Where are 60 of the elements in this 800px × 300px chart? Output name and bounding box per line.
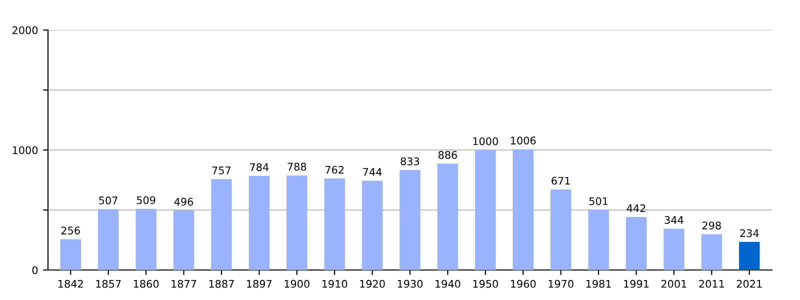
x-tick-label: 1860 [134, 280, 159, 288]
x-tick-label: 1842 [58, 280, 83, 288]
x-tick-label: 2021 [736, 280, 762, 288]
y-tick-label: 2000 [12, 26, 38, 34]
bar [211, 179, 232, 270]
data-label: 507 [99, 196, 118, 204]
x-tick-label: 1910 [322, 280, 348, 288]
x-tick-label: 1857 [96, 280, 121, 288]
data-label: 509 [136, 196, 156, 204]
x-tick-label: 1920 [360, 280, 385, 288]
data-label: 496 [174, 198, 194, 206]
x-tick-label: 1991 [624, 280, 649, 288]
x-tick-label: 2011 [699, 280, 724, 288]
x-tick-label: 1897 [247, 280, 272, 288]
bar [98, 209, 119, 270]
bar [512, 149, 534, 270]
bar [324, 178, 345, 270]
data-label: 344 [664, 216, 684, 224]
y-tick-label: 0 [32, 266, 38, 274]
bar [248, 176, 270, 270]
x-tick-label: 1940 [436, 280, 460, 288]
bar [550, 189, 572, 270]
bar [588, 210, 609, 270]
x-tick-label: 1981 [586, 280, 611, 288]
x-tick-label: 1970 [548, 280, 574, 288]
x-tick-label: 1900 [284, 280, 310, 288]
bar [173, 210, 194, 270]
bar [60, 239, 81, 270]
x-tick-label: 1877 [172, 280, 196, 288]
data-label: 671 [552, 176, 570, 185]
data-label: 1000 [473, 137, 498, 146]
data-label: 762 [325, 166, 344, 174]
bar [362, 180, 383, 270]
data-label: 757 [212, 166, 231, 174]
bar [437, 164, 458, 270]
bar [136, 208, 156, 270]
data-label: 1006 [511, 136, 536, 144]
bar [475, 150, 496, 270]
bar [286, 175, 308, 270]
bar [400, 170, 420, 270]
x-tick-label: 1930 [398, 280, 423, 288]
data-label: 442 [626, 204, 646, 212]
bar [739, 242, 760, 270]
data-label: 788 [288, 162, 306, 171]
data-label: 886 [438, 151, 457, 159]
bar [701, 234, 722, 270]
data-label: 501 [589, 197, 608, 206]
data-label: 298 [702, 222, 721, 230]
data-label: 234 [740, 229, 759, 238]
bar [664, 228, 684, 270]
data-label: 256 [61, 226, 80, 234]
data-label: 784 [250, 163, 269, 172]
data-label: 833 [400, 157, 420, 166]
data-label: 744 [363, 168, 382, 176]
x-tick-label: 1887 [209, 280, 234, 288]
x-tick-label: 2001 [661, 280, 686, 288]
x-tick-label: 1950 [473, 280, 498, 288]
bar [626, 216, 647, 270]
x-tick-label: 1960 [511, 280, 536, 288]
y-tick-label: 1000 [12, 146, 38, 154]
